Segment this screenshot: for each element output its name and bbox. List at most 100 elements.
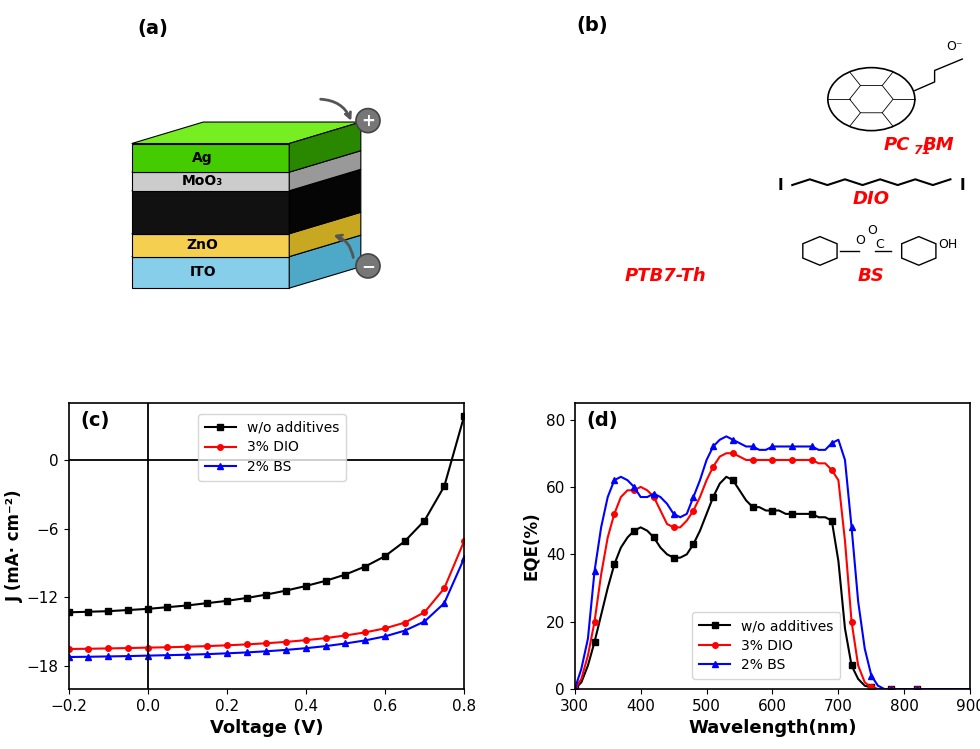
Text: OH: OH [939, 238, 957, 251]
Polygon shape [131, 172, 289, 191]
Polygon shape [289, 151, 361, 191]
Line: w/o additives: w/o additives [66, 413, 466, 615]
Y-axis label: J (mA· cm⁻²): J (mA· cm⁻²) [6, 490, 25, 602]
w/o additives [122, 605, 134, 614]
2% BS [628, 482, 640, 491]
w/o additives [339, 570, 351, 579]
w/o additives [720, 473, 732, 482]
2% BS [142, 651, 154, 660]
2% BS [201, 649, 213, 658]
w/o additives [418, 516, 430, 525]
w/o additives [220, 596, 232, 605]
Text: (a): (a) [137, 19, 169, 38]
w/o additives [766, 506, 778, 515]
w/o additives [780, 509, 792, 518]
3% DIO [399, 618, 411, 627]
3% DIO [181, 642, 193, 651]
2% BS [319, 642, 331, 651]
2% BS [786, 442, 798, 451]
w/o additives [201, 598, 213, 607]
3% DIO [300, 636, 312, 645]
2% BS [122, 652, 134, 661]
Y-axis label: EQE(%): EQE(%) [522, 512, 540, 580]
3% DIO [459, 537, 470, 546]
Text: PTB7-Th: PTB7-Th [625, 267, 707, 285]
Line: w/o additives: w/o additives [572, 474, 973, 692]
Text: −: − [361, 257, 375, 275]
w/o additives [786, 509, 798, 518]
Text: O⁻: O⁻ [947, 40, 963, 53]
w/o additives [102, 607, 114, 616]
2% BS [780, 442, 792, 451]
Polygon shape [131, 144, 289, 172]
Text: (c): (c) [80, 411, 110, 430]
3% DIO [379, 624, 391, 633]
3% DIO [102, 644, 114, 653]
Text: DIO: DIO [853, 190, 890, 208]
3% DIO [162, 643, 173, 652]
w/o additives [438, 482, 450, 491]
Text: I: I [777, 178, 783, 192]
2% BS [220, 649, 232, 658]
2% BS [399, 626, 411, 635]
Text: O: O [867, 224, 877, 237]
Polygon shape [131, 257, 289, 288]
w/o additives [63, 608, 74, 617]
Polygon shape [289, 122, 361, 172]
3% DIO [201, 642, 213, 651]
Polygon shape [131, 122, 361, 144]
3% DIO [438, 583, 450, 592]
Circle shape [828, 67, 915, 130]
3% DIO [319, 634, 331, 643]
Polygon shape [289, 169, 361, 234]
Polygon shape [289, 212, 361, 257]
2% BS [280, 646, 292, 655]
Polygon shape [131, 191, 289, 234]
w/o additives [812, 513, 824, 522]
Text: PC: PC [883, 136, 909, 154]
2% BS [438, 598, 450, 607]
3% DIO [122, 643, 134, 652]
w/o additives [280, 586, 292, 595]
3% DIO [261, 639, 272, 648]
2% BS [812, 446, 824, 455]
3% DIO [418, 608, 430, 617]
Polygon shape [803, 237, 837, 265]
2% BS [418, 617, 430, 626]
3% DIO [766, 455, 778, 464]
Circle shape [356, 109, 380, 133]
3% DIO [720, 449, 732, 458]
Text: (b): (b) [577, 16, 609, 35]
Line: 3% DIO: 3% DIO [572, 450, 973, 692]
2% BS [82, 652, 94, 661]
Polygon shape [131, 212, 361, 234]
Text: ZnO: ZnO [186, 238, 219, 252]
2% BS [964, 685, 976, 694]
Text: BS: BS [858, 267, 885, 285]
w/o additives [181, 601, 193, 610]
2% BS [63, 652, 74, 661]
Polygon shape [902, 237, 936, 265]
2% BS [459, 554, 470, 563]
2% BS [181, 650, 193, 659]
w/o additives [261, 590, 272, 599]
3% DIO [82, 644, 94, 653]
Text: +: + [361, 112, 375, 130]
3% DIO [701, 476, 712, 485]
3% DIO [241, 640, 253, 649]
3% DIO [360, 628, 371, 637]
w/o additives [399, 537, 411, 546]
Polygon shape [289, 235, 361, 288]
Text: BM: BM [923, 136, 955, 154]
Text: ITO: ITO [189, 265, 216, 279]
Text: 71: 71 [912, 144, 930, 157]
3% DIO [812, 459, 824, 468]
Line: 2% BS: 2% BS [66, 556, 466, 660]
3% DIO [280, 637, 292, 646]
Text: I: I [959, 178, 965, 192]
w/o additives [300, 581, 312, 590]
Legend: w/o additives, 3% DIO, 2% BS: w/o additives, 3% DIO, 2% BS [198, 414, 346, 481]
Text: O: O [856, 234, 865, 246]
3% DIO [568, 685, 580, 694]
3% DIO [628, 486, 640, 495]
